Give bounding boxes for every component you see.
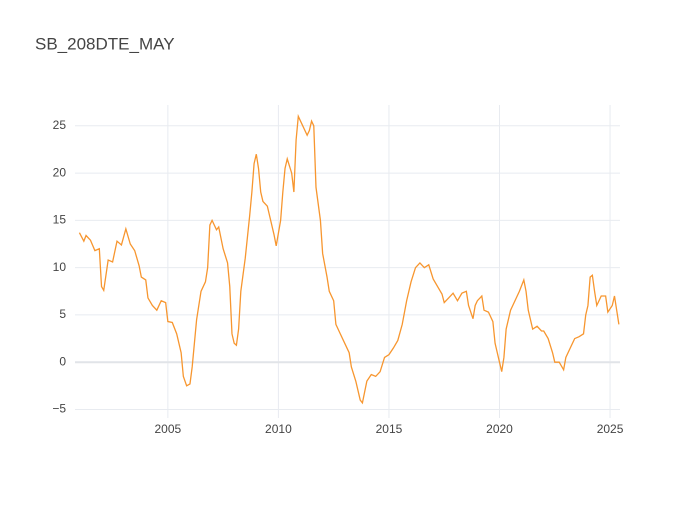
data-line (78, 113, 620, 405)
chart-title: SB_208DTE_MAY (35, 34, 175, 53)
x-tick-label: 2010 (265, 422, 292, 436)
y-tick-label: −5 (52, 402, 66, 416)
x-tick-label: 2020 (486, 422, 513, 436)
y-tick-label: 20 (53, 165, 67, 179)
y-tick-label: 15 (53, 213, 67, 227)
x-tick-label: 2025 (597, 422, 624, 436)
y-tick-label: 0 (59, 354, 66, 368)
x-tick-label: 2005 (155, 422, 182, 436)
y-tick-label: 5 (59, 307, 66, 321)
x-tick-label: 2015 (376, 422, 403, 436)
y-tick-label: 10 (53, 260, 67, 274)
y-tick-label: 25 (53, 118, 67, 132)
